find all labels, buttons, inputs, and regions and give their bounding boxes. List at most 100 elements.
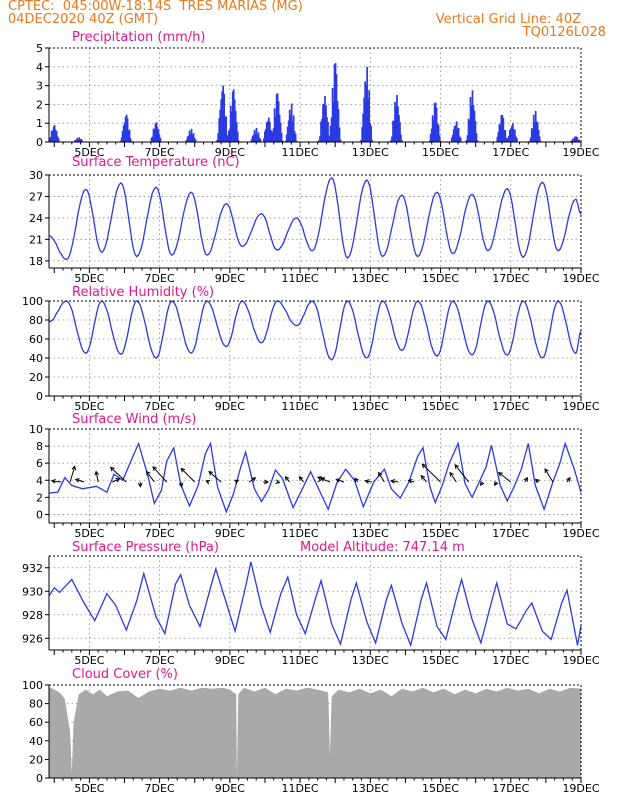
y-tick-label: 21 [29,233,43,246]
precip-bar [331,87,334,142]
precip-bar [453,126,456,142]
wind-arrow [480,481,485,486]
wind-arrow [420,474,427,483]
wind-arrow [494,481,499,486]
precip-bar [333,64,336,142]
precip-bar [188,130,191,142]
precip-bar [437,124,440,142]
wind-arrow-shaft [317,476,331,483]
y-tick-label: 10 [29,423,43,436]
x-tick-label: 11DEC [282,782,319,795]
precip-bar [285,134,288,142]
precip-bar [192,133,195,142]
precip-bar [155,122,158,142]
y-tick-label: 60 [29,716,43,729]
precip-bar [534,110,537,142]
y-tick-label: 3 [36,80,43,93]
precip-bar [325,105,327,142]
wind-arrow-head [284,475,290,481]
wind-arrow [109,466,127,483]
wind-arrow-head [109,466,115,472]
x-tick-label: 11DEC [282,272,319,285]
precip-bar [502,117,505,142]
precip-bar [512,123,514,142]
wind-arrow-shaft [421,463,441,483]
precip-bar [122,125,125,142]
wind-arrow-head [354,477,359,483]
y-tick-label: 0 [36,772,43,785]
pressure-series-line [48,561,582,648]
precip-bar [237,140,240,142]
precip-bar [510,128,512,142]
wind-arrow-head [275,479,281,484]
precip-bar [269,129,272,142]
precip-bar [499,125,502,142]
wind-arrow-shaft [284,476,290,483]
precip-bar [428,140,431,142]
x-tick-label: 15DEC [422,654,459,667]
precip-bar [371,140,373,142]
x-tick-label: 19DEC [562,272,599,285]
wind-arrow-head [178,482,184,488]
precip-bar [327,121,329,142]
y-tick-label: 0 [36,136,43,149]
precip-bar [127,130,130,142]
wind-arrow [454,463,470,483]
precip-bar [323,104,325,142]
precip-bar [450,137,453,142]
wind-arrow [112,478,121,483]
temp-series-line [48,177,582,261]
y-tick-label: 27 [29,190,43,203]
wind-arrow-shaft [75,478,85,483]
x-tick-label: 17DEC [492,527,529,540]
y-tick-label: 0 [36,390,43,403]
precip-bar [226,135,228,142]
precip-bar [509,129,511,142]
wind-arrow [50,478,62,484]
precip-bar [48,138,51,142]
wind-arrow-head [317,476,322,481]
precip-bar [226,140,229,142]
wind-arrow [566,476,571,483]
precip-bar [52,126,55,142]
precip-bar [124,116,127,142]
x-tick-label: 13DEC [352,272,389,285]
precip-bar [465,140,468,142]
wind-arrow-shaft [449,472,457,483]
y-tick-label: 2 [36,98,43,111]
precip-bar [328,139,331,142]
wind-arrow [152,466,168,483]
wind-arrow-head [449,471,454,477]
precip-bar [469,97,472,142]
precip-bar [370,125,372,142]
x-tick-label: 7DEC [145,272,175,285]
wind-arrow [234,479,240,484]
precip-bar [78,137,81,142]
rh-panel: 0 20 40 60 80 100 5DEC 7DEC 9DEC 11DEC 13DEC 15DEC 1… [22,285,600,413]
wind-arrow-head [298,475,304,481]
precip-bar [295,140,298,142]
precip-bar [578,139,580,142]
x-tick-label: 15DEC [422,146,459,159]
precip-bar [159,137,162,142]
precip-bar [393,120,395,142]
wind-arrow-head [71,465,77,471]
wind-arrow-shaft [391,480,399,483]
station-header: CPTEC: 045:00W-18:14S TRES MARIAS (MG) [8,0,303,14]
x-tick-label: 15DEC [422,400,459,413]
wind-arrow-head [566,476,571,482]
precip-bar [270,140,273,142]
wind-arrow [534,478,540,484]
precip-bar [264,128,267,142]
precip-bar [470,105,473,142]
precip-bar [475,133,478,142]
x-tick-label: 15DEC [422,782,459,795]
wind-series-line [48,441,582,514]
precip-bar [332,102,335,142]
wind-arrow-shaft [146,471,155,483]
run-date-header: 04DEC2020 40Z (GMT) [8,12,159,27]
precip-bar [234,110,237,142]
temp-panel: 18 21 24 27 30 5DEC 7DEC 9DEC 11DEC 13DEC 15DEC 17D… [29,155,600,285]
x-tick-label: 11DEC [282,654,319,667]
precip-bar [126,118,129,142]
